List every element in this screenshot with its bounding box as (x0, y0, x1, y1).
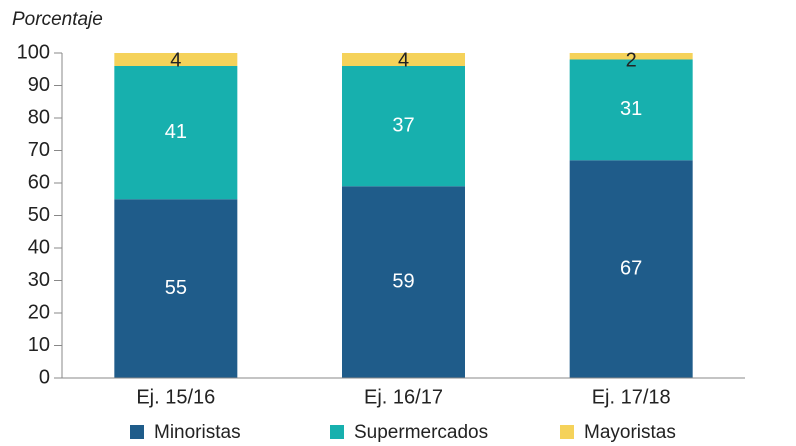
data-label: 55 (165, 277, 187, 299)
data-label: 4 (398, 49, 409, 71)
y-tick-label: 100 (17, 41, 50, 63)
data-label: 2 (626, 49, 637, 71)
bar-segment (342, 53, 465, 66)
data-label: 41 (165, 121, 187, 143)
bar-segment (114, 66, 238, 200)
x-tick-label: Ej. 15/16 (136, 386, 215, 408)
bar-segment (114, 199, 238, 378)
bar-segment (342, 186, 465, 378)
legend-label: Minoristas (154, 422, 241, 443)
y-tick-label: 30 (28, 269, 50, 291)
data-label: 37 (392, 114, 414, 136)
data-label: 59 (392, 270, 414, 292)
legend-label: Mayoristas (584, 422, 676, 443)
legend-label: Supermercados (354, 422, 488, 443)
y-tick-label: 10 (28, 334, 50, 356)
legend-swatch (560, 425, 574, 439)
y-tick-label: 90 (28, 74, 50, 96)
bar-segment (114, 53, 238, 66)
bar-segment (342, 66, 465, 187)
y-tick-label: 80 (28, 106, 50, 128)
bar-segment (569, 160, 693, 378)
y-tick-label: 50 (28, 204, 50, 226)
bar-segment (569, 53, 693, 60)
data-label: 67 (620, 257, 642, 279)
y-axis-label: Porcentaje (12, 9, 103, 30)
y-tick-label: 60 (28, 171, 50, 193)
y-tick-label: 40 (28, 236, 50, 258)
data-label: 4 (170, 49, 181, 71)
legend-swatch (330, 425, 344, 439)
x-tick-label: Ej. 17/18 (592, 386, 671, 408)
y-tick-label: 20 (28, 301, 50, 323)
legend-swatch (130, 425, 144, 439)
bar-segment (569, 59, 693, 161)
x-tick-label: Ej. 16/17 (364, 386, 443, 408)
y-tick-label: 0 (39, 366, 50, 388)
y-tick-label: 70 (28, 139, 50, 161)
data-label: 31 (620, 98, 642, 120)
